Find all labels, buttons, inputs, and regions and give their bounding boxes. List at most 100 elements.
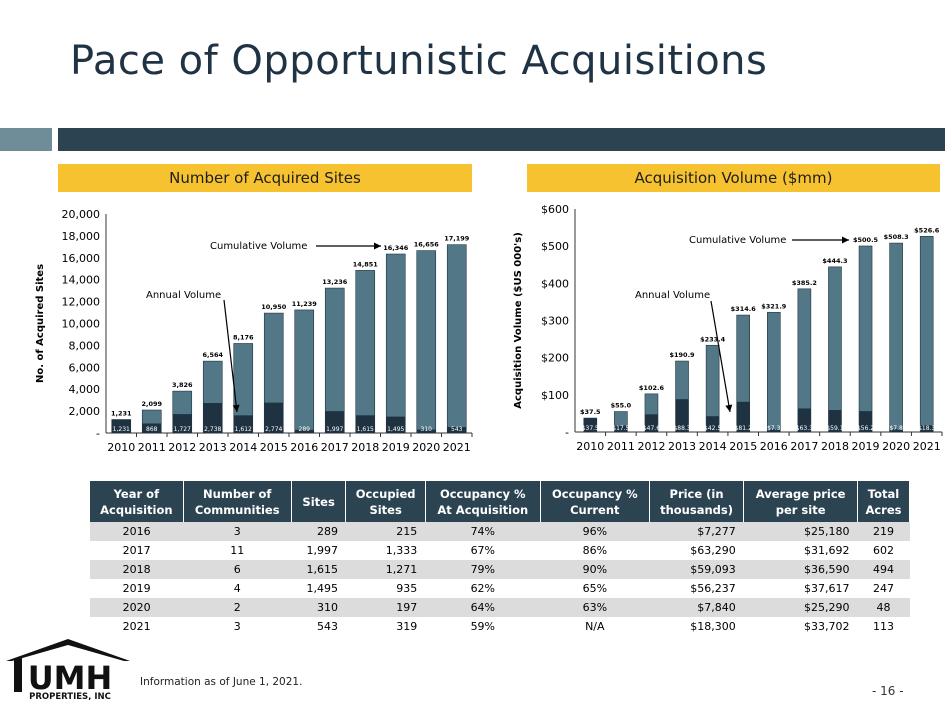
x-tick-label: 2017 [321,441,349,454]
table-cell: $25,180 [743,522,858,541]
table-cell: 247 [857,579,910,598]
column-header-line: Acres [865,502,902,517]
column-header-line: Year of [113,486,160,501]
y-tick-label: 8,000 [69,339,101,352]
annual-bar [447,427,467,433]
x-tick-label: 2015 [260,441,288,454]
table-cell: 310 [291,598,346,617]
cumulative-value-label: $190.9 [669,351,695,359]
annual-volume-annotation: Annual Volume [146,290,221,301]
table-cell: 289 [291,522,346,541]
annual-value-label: $81.2 [735,425,752,432]
x-tick-label: 2019 [852,440,880,453]
table-cell: 215 [345,522,426,541]
cumulative-value-label: 17,199 [444,235,470,243]
y-tick-label: 12,000 [62,296,101,309]
table-cell: 3 [183,522,292,541]
x-tick-label: 2015 [729,440,757,453]
x-tick-label: 2021 [443,441,471,454]
table-cell: 74% [425,522,541,541]
annual-bar [583,418,597,432]
cumulative-value-label: 13,236 [322,278,348,286]
table-cell: 6 [183,560,292,579]
table-cell: 65% [540,579,650,598]
page-number: - 16 - [872,684,904,698]
table-row: 2021 3 543 319 59% N/A $18,300 $33,702 113 [90,617,910,636]
x-tick-label: 2021 [913,440,941,453]
cumulative-bar [889,242,903,433]
cumulative-bar [858,245,873,433]
page-title: Pace of Opportunistic Acquisitions [70,38,768,84]
table-row: 2016 3 289 215 74% 96% $7,277 $25,180 219 [90,522,910,541]
cumulative-value-label: $37.5 [580,408,601,416]
y-axis-label: Acquisition Volume ($US 000's) [513,232,524,409]
cumulative-bar [416,250,437,434]
table-cell: $59,093 [649,560,744,579]
column-header: Occupied Sites [345,481,426,522]
table-cell: 602 [857,541,910,560]
cumulative-bar [385,253,406,434]
cumulative-value-label: 14,851 [353,260,379,268]
annual-value-label: $37.5 [582,425,599,432]
table-cell: 67% [425,541,541,560]
annual-value-label: 1,615 [357,426,374,433]
annual-arrow-head [232,404,240,412]
annual-value-label: $7.3 [767,425,781,432]
column-header-line: Total [867,486,900,501]
annual-value-label: 1,727 [174,426,191,433]
chart-2-title: Acquisition Volume ($mm) [527,164,940,192]
annual-bar [706,416,720,432]
column-header-line: Average price [755,486,846,501]
annual-bar [325,411,345,433]
x-tick-label: 2012 [637,440,665,453]
table-cell: 1,495 [291,579,346,598]
table-cell: 1,333 [345,541,426,560]
x-tick-label: 2011 [138,441,166,454]
cumulative-value-label: 2,099 [141,400,162,408]
table-cell: 59% [425,617,541,636]
cumulative-value-label: $314.6 [731,305,757,313]
y-tick-label: - [565,426,569,439]
y-tick-label: - [96,427,100,440]
cumulative-arrow-head [374,242,381,250]
x-tick-label: 2013 [668,440,696,453]
column-header-line: Number of [203,486,272,501]
svg-text:PROPERTIES, INC: PROPERTIES, INC [29,692,111,700]
annual-value-label: $17.5 [612,425,629,432]
x-tick-label: 2013 [199,441,227,454]
column-header-line: Sites [302,494,335,509]
table-cell: $37,617 [743,579,858,598]
column-header-line: Occupied [355,486,416,501]
cumulative-value-label: 8,176 [233,333,254,341]
annual-bar [386,416,406,433]
cumulative-value-label: $321.9 [761,302,787,310]
y-tick-label: 10,000 [62,318,101,331]
annual-bar [675,399,689,432]
table-cell: 113 [857,617,910,636]
table-cell: 935 [345,579,426,598]
column-header-line: per site [775,502,826,517]
chart-1-title: Number of Acquired Sites [58,164,472,192]
annual-value-label: 2,774 [265,426,282,433]
annual-value-label: 310 [421,426,433,433]
cumulative-volume-annotation: Cumulative Volume [689,235,786,246]
annual-bar [142,423,162,433]
annual-arrow-line [710,300,731,413]
x-tick-label: 2016 [290,441,318,454]
column-header: Occupancy % Current [540,481,650,522]
table-cell: 96% [540,522,650,541]
annual-bar [644,414,658,432]
annual-volume-annotation: Annual Volume [635,290,710,301]
cumulative-value-label: $444.3 [822,257,847,265]
annual-bar [767,429,781,432]
annual-value-label: 2,738 [204,426,221,433]
cumulative-bar [355,270,376,434]
table-cell: 1,615 [291,560,346,579]
annual-bar [797,408,811,432]
annual-value-label: $63.3 [796,425,813,432]
table-cell: 48 [857,598,910,617]
y-tick-label: 6,000 [69,361,101,374]
y-tick-label: 2,000 [69,405,101,418]
y-tick-label: 18,000 [62,230,101,243]
table-row: 2018 6 1,615 1,271 79% 90% $59,093 $36,590 494 [90,560,910,579]
